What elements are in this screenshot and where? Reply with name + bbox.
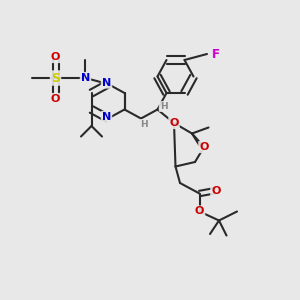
Text: O: O <box>169 118 179 128</box>
Text: O: O <box>51 94 60 104</box>
Text: F: F <box>212 47 220 61</box>
Text: N: N <box>81 73 90 83</box>
Text: S: S <box>51 71 60 85</box>
Text: O: O <box>195 206 204 217</box>
Text: N: N <box>102 77 111 88</box>
Text: H: H <box>140 120 148 129</box>
Text: O: O <box>51 52 60 62</box>
Text: O: O <box>211 185 221 196</box>
Text: F: F <box>212 49 219 59</box>
Text: N: N <box>102 112 111 122</box>
Text: H: H <box>160 102 167 111</box>
Text: O: O <box>199 142 209 152</box>
